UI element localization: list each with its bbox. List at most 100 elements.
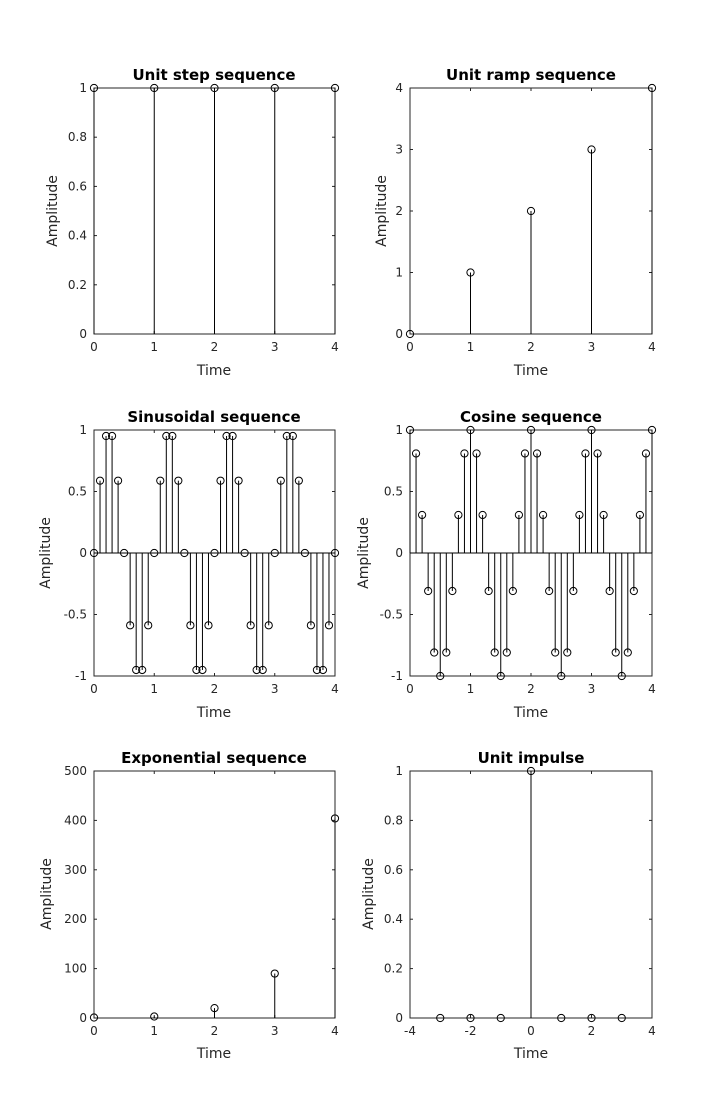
y-tick-label: 3 (395, 143, 403, 157)
chart-title: Unit ramp sequence (446, 66, 616, 84)
stem-marker (629, 586, 638, 596)
y-tick-label: 0 (79, 1011, 87, 1025)
stem-marker (330, 548, 340, 558)
stem-marker (114, 476, 123, 485)
stem-marker (508, 586, 517, 596)
x-axis-label: Time (196, 363, 231, 379)
stem-marker (442, 648, 451, 657)
x-tick-label: 3 (588, 682, 596, 696)
stem-marker (496, 1013, 505, 1023)
stem-marker (270, 548, 279, 558)
stem-marker (252, 665, 261, 675)
stem-marker (204, 621, 213, 630)
stem-marker (89, 1013, 99, 1022)
stem-marker (150, 548, 159, 558)
y-axis-label: Amplitude (45, 175, 61, 247)
stem-marker (210, 83, 219, 93)
stem-marker (569, 586, 578, 596)
stem-marker (599, 510, 608, 520)
stem-marker (144, 621, 153, 630)
stem-marker (240, 548, 249, 558)
y-tick-label: 0.6 (384, 863, 403, 877)
y-tick-label: 200 (64, 912, 87, 926)
y-tick-label: 400 (64, 813, 87, 827)
x-tick-label: 0 (90, 1024, 98, 1038)
stem-marker (89, 548, 99, 558)
stem-marker (101, 431, 111, 441)
stem-marker (587, 145, 596, 154)
chart-title: Unit step sequence (132, 66, 295, 84)
stem-marker (545, 586, 554, 596)
stem-marker (466, 268, 475, 277)
x-tick-label: 2 (211, 682, 219, 696)
y-tick-label: 0.4 (68, 229, 87, 243)
stem-marker (647, 83, 657, 93)
y-tick-label: 0.8 (68, 130, 87, 144)
stem-marker (478, 510, 487, 520)
chart-title: Cosine sequence (460, 408, 602, 426)
subplot-sinusoidal: Sinusoidal sequence Time Amplitude 0 1 2 3 4… (38, 408, 340, 721)
stem-marker (126, 621, 135, 630)
stem-marker (156, 476, 165, 485)
stem-marker (526, 425, 536, 435)
stem-marker (526, 206, 536, 216)
stem-marker (282, 431, 291, 441)
y-axis-label: Amplitude (38, 517, 54, 589)
y-tick-label: 100 (64, 962, 87, 976)
x-tick-label: 4 (648, 1024, 656, 1038)
stem-marker (294, 476, 303, 485)
x-axis-label: Time (196, 1046, 231, 1062)
stem-marker (132, 665, 141, 675)
stem-marker (228, 431, 237, 441)
y-tick-label: 0.6 (68, 179, 87, 193)
x-tick-label: 3 (588, 340, 596, 354)
stem-marker (405, 329, 415, 339)
stem-marker (460, 449, 469, 458)
stem-marker (418, 510, 427, 520)
stem-marker (405, 425, 415, 435)
y-tick-label: 1 (395, 764, 403, 778)
y-axis-label: Amplitude (361, 858, 377, 930)
x-tick-label: 2 (211, 1024, 219, 1038)
stem-marker (180, 548, 189, 558)
stem-marker (120, 548, 129, 558)
stem-marker (210, 548, 219, 558)
stem-marker (270, 83, 279, 93)
stem-marker (150, 1012, 159, 1021)
x-tick-label: 1 (467, 682, 475, 696)
stem-marker (557, 671, 566, 681)
y-tick-label: 0 (79, 327, 87, 341)
stem-marker (89, 83, 99, 93)
subplot-cosine: Cosine sequence Time Amplitude 0 1 2 3 4 -1 -0… (356, 408, 657, 721)
stem-marker (246, 621, 255, 630)
y-tick-label: 0 (79, 546, 87, 560)
stem-marker (186, 621, 195, 630)
stem-marker (324, 621, 334, 630)
y-tick-label: 0 (395, 327, 403, 341)
x-tick-label: 3 (271, 1024, 279, 1038)
stem-marker (222, 431, 231, 441)
stem-marker (276, 476, 285, 485)
x-tick-label: 0 (527, 1024, 535, 1038)
stem-marker (210, 1004, 219, 1013)
stem-marker (502, 648, 511, 657)
x-tick-label: 2 (588, 1024, 596, 1038)
stem-marker (424, 586, 433, 596)
x-tick-label: 4 (331, 340, 339, 354)
stem-marker (318, 665, 328, 675)
stem-marker (551, 648, 560, 657)
y-tick-label: 0 (395, 1011, 403, 1025)
x-tick-label: 0 (406, 340, 414, 354)
stem-marker (258, 665, 267, 675)
stem-marker (611, 648, 620, 657)
x-tick-label: 2 (211, 340, 219, 354)
stem-marker (472, 449, 481, 458)
y-tick-label: 1 (79, 423, 87, 437)
x-axis-label: Time (196, 705, 231, 721)
stem-marker (150, 83, 159, 93)
y-tick-label: 0.5 (384, 485, 403, 499)
stem-marker (466, 425, 475, 435)
stem-marker (138, 665, 147, 675)
y-axis-label: Amplitude (356, 517, 372, 589)
stem-marker (539, 510, 548, 520)
